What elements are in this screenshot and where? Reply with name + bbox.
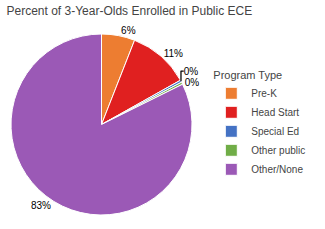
svg-text:6%: 6%: [121, 25, 136, 36]
svg-text:11%: 11%: [164, 48, 183, 59]
svg-text:Pre-K: Pre-K: [251, 88, 277, 99]
svg-text:0%: 0%: [185, 77, 200, 88]
svg-text:0%: 0%: [184, 66, 199, 77]
svg-text:Program Type: Program Type: [213, 69, 282, 81]
svg-text:Special Ed: Special Ed: [251, 126, 299, 137]
svg-text:Other/None: Other/None: [251, 164, 303, 175]
svg-text:Percent of 3-Year-Olds Enrolle: Percent of 3-Year-Olds Enrolled in Publi…: [7, 4, 253, 18]
svg-text:Other public: Other public: [251, 145, 305, 156]
svg-text:83%: 83%: [31, 200, 51, 211]
svg-text:Head Start: Head Start: [251, 107, 299, 118]
